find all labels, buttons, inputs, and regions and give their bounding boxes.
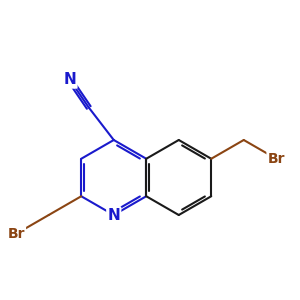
Text: N: N	[107, 208, 120, 223]
Text: N: N	[64, 73, 76, 88]
Text: Br: Br	[268, 152, 285, 166]
Text: Br: Br	[8, 227, 25, 241]
